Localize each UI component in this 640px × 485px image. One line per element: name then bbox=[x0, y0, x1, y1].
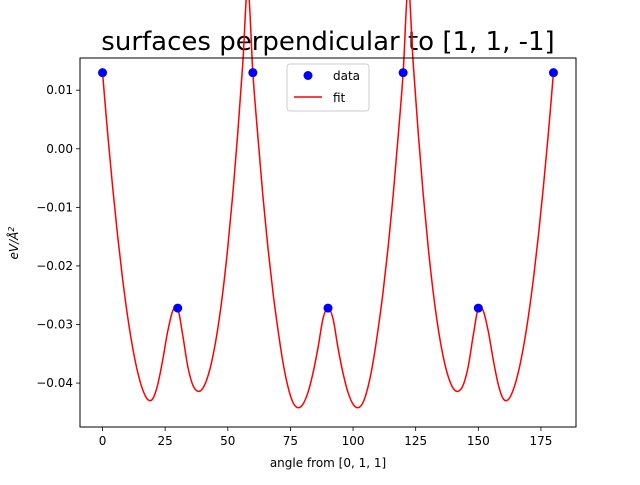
legend: data fit bbox=[286, 63, 370, 112]
y-axis-label: eV/Å2 bbox=[6, 227, 21, 260]
y-tick-label: −0.01 bbox=[36, 200, 73, 214]
y-tick-label: −0.02 bbox=[36, 259, 73, 273]
data-point bbox=[173, 303, 183, 313]
x-tick-label: 175 bbox=[529, 434, 552, 448]
data-point bbox=[248, 68, 258, 78]
data-point bbox=[473, 303, 483, 313]
y-tick-label: −0.03 bbox=[36, 318, 73, 332]
data-point bbox=[98, 68, 108, 78]
chart-title: surfaces perpendicular to [1, 1, -1] bbox=[101, 27, 554, 57]
data-point bbox=[323, 303, 333, 313]
y-axis-ticks: 0.01 0.00 −0.01 −0.02 −0.03 −0.04 bbox=[36, 83, 80, 390]
data-point bbox=[398, 68, 408, 78]
x-tick-label: 25 bbox=[158, 434, 173, 448]
x-axis-ticks: 0 25 50 75 100 125 150 175 bbox=[99, 427, 552, 448]
y-tick-label: 0.01 bbox=[46, 83, 73, 97]
legend-data-marker bbox=[303, 71, 313, 80]
x-tick-label: 0 bbox=[99, 434, 107, 448]
y-tick-label: −0.04 bbox=[36, 376, 73, 390]
legend-fit-label: fit bbox=[333, 91, 346, 105]
plot-area bbox=[79, 0, 577, 428]
x-tick-label: 150 bbox=[467, 434, 490, 448]
x-tick-label: 100 bbox=[342, 434, 365, 448]
legend-data-label: data bbox=[333, 69, 360, 83]
plot-frame bbox=[80, 58, 576, 427]
plot-border bbox=[79, 57, 577, 428]
x-tick-label: 125 bbox=[404, 434, 427, 448]
x-tick-label: 75 bbox=[283, 434, 298, 448]
y-tick-label: 0.00 bbox=[46, 142, 73, 156]
x-tick-label: 50 bbox=[220, 434, 235, 448]
x-axis-label: angle from [0, 1, 1] bbox=[270, 456, 386, 470]
data-point bbox=[548, 68, 558, 78]
